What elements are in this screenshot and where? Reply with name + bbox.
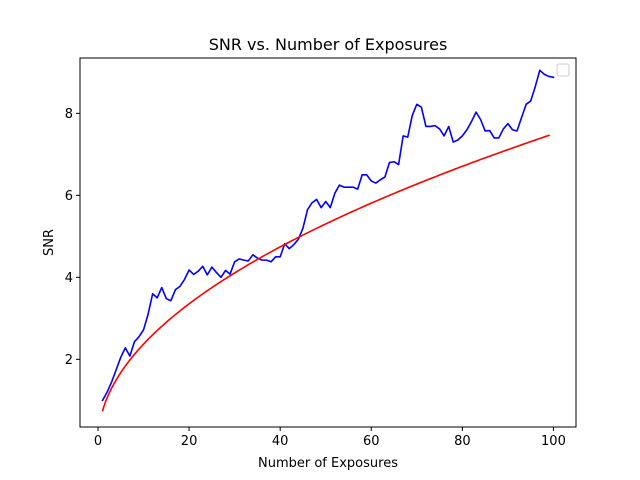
x-tick-label: 40 [272,434,289,449]
snr-measured-line [101,69,555,402]
chart-title: SNR vs. Number of Exposures [209,35,448,54]
x-tick-label: 100 [541,434,566,449]
y-tick-label: 8 [65,107,73,122]
legend-box [556,63,570,77]
snr-sqrt-fit-line [101,134,550,412]
y-tick-label: 4 [65,271,73,286]
axes-frame [79,57,577,428]
y-tick-label: 2 [65,353,73,368]
plot-area [101,69,555,412]
x-tick-label: 80 [454,434,471,449]
y-axis-label: SNR [42,229,57,256]
x-axis-ticks: 0 20 40 60 80 100 [94,427,566,449]
x-tick-label: 20 [181,434,198,449]
x-tick-label: 0 [94,434,102,449]
x-axis-label: Number of Exposures [258,456,398,471]
x-tick-label: 60 [363,434,380,449]
y-axis-ticks: 2 4 6 8 [65,107,80,368]
y-tick-label: 6 [65,189,73,204]
